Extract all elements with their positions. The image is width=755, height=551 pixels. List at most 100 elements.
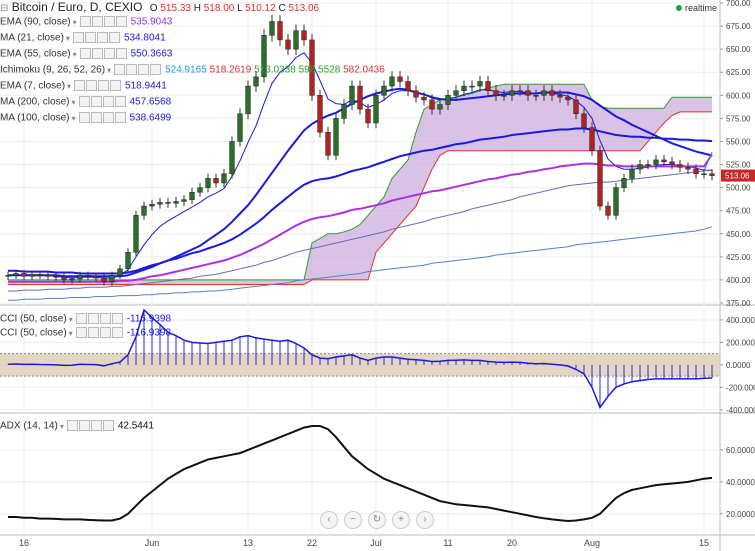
- candle-body: [469, 85, 475, 88]
- settings-icon[interactable]: [86, 80, 98, 91]
- plus-icon[interactable]: [98, 80, 110, 91]
- indicator-legend-row[interactable]: MA (100, close) ▾ 538.6499: [0, 112, 171, 125]
- indicator-name: MA (200, close): [0, 96, 70, 108]
- chevron-down-icon[interactable]: ▾: [107, 65, 112, 75]
- chevron-down-icon[interactable]: ▾: [72, 17, 77, 27]
- settings-icon[interactable]: [78, 420, 90, 431]
- chevron-down-icon[interactable]: ▾: [72, 49, 77, 59]
- zoom-out-icon[interactable]: ‹: [320, 511, 338, 529]
- candle-body: [357, 85, 363, 110]
- indicator-controls: [78, 96, 127, 108]
- adx-line: [8, 425, 713, 523]
- candle-body: [93, 275, 99, 279]
- price-tag-bg: [721, 169, 755, 182]
- plus-icon[interactable]: +: [392, 511, 410, 529]
- plus-icon[interactable]: [99, 313, 111, 324]
- close-icon[interactable]: [111, 313, 123, 324]
- indicator-legend-row[interactable]: EMA (55, close) ▾ 550.3663: [0, 48, 172, 61]
- chevron-down-icon[interactable]: ▾: [71, 97, 76, 107]
- eye-icon[interactable]: [79, 48, 91, 59]
- indicator-legend-row[interactable]: EMA (90, close) ▾ 535.9043: [0, 16, 172, 29]
- plus-icon[interactable]: [138, 64, 150, 75]
- chevron-down-icon[interactable]: ▾: [59, 421, 64, 431]
- indicator-value: -116.9398: [126, 327, 171, 339]
- close-icon[interactable]: [110, 80, 122, 91]
- close-icon[interactable]: [114, 96, 126, 107]
- indicator-legend-row[interactable]: EMA (7, close) ▾ 518.9441: [0, 80, 167, 93]
- realtime-indicator: realtime: [675, 3, 717, 13]
- indicator-legend-row[interactable]: MA (21, close) ▾ 534.8041: [0, 32, 166, 45]
- close-icon[interactable]: [111, 327, 123, 338]
- y-tick-label: 400.00: [726, 276, 751, 285]
- candle-body: [645, 164, 651, 166]
- candle-body: [589, 127, 595, 151]
- settings-icon[interactable]: [91, 16, 103, 27]
- close-icon[interactable]: [114, 112, 126, 123]
- indicator-value: 457.6568: [129, 96, 172, 108]
- indicator-extra-value: 582.0436: [340, 64, 385, 76]
- indicator-name: MA (100, close): [0, 112, 70, 124]
- indicator-legend-row[interactable]: Ichimoku (9, 26, 52, 26) ▾ 524.9165 518.26…: [0, 64, 385, 77]
- indicator-legend-row[interactable]: ADX (14, 14) ▾ 42.5441: [0, 420, 154, 433]
- candle-body: [709, 173, 715, 176]
- collapse-icon[interactable]: ⊟: [0, 3, 9, 14]
- chevron-down-icon[interactable]: ▾: [67, 81, 72, 91]
- eye-icon[interactable]: [72, 32, 84, 43]
- eye-icon[interactable]: [75, 313, 87, 324]
- eye-icon[interactable]: [74, 80, 86, 91]
- candle-body: [341, 104, 347, 119]
- plus-icon[interactable]: [103, 48, 115, 59]
- eye-icon[interactable]: [78, 112, 90, 123]
- eye-icon[interactable]: [114, 64, 126, 75]
- chevron-down-icon[interactable]: ▾: [71, 113, 76, 123]
- o-value: 515.33: [160, 3, 191, 14]
- close-icon[interactable]: [115, 16, 127, 27]
- indicator-value: 534.8041: [123, 32, 166, 44]
- candle-body: [85, 275, 91, 277]
- candle-body: [533, 95, 539, 97]
- close-icon[interactable]: [115, 48, 127, 59]
- indicator-controls: [66, 420, 115, 432]
- chevron-down-icon[interactable]: ▾: [65, 33, 70, 43]
- candle-body: [581, 113, 587, 128]
- eye-icon[interactable]: [66, 420, 78, 431]
- candle-body: [301, 30, 307, 41]
- close-icon[interactable]: [150, 64, 162, 75]
- settings-icon[interactable]: [87, 313, 99, 324]
- settings-icon[interactable]: [84, 32, 96, 43]
- settings-icon[interactable]: [126, 64, 138, 75]
- reset-icon[interactable]: ↻: [368, 511, 386, 529]
- candle-body: [381, 85, 387, 96]
- forward-icon[interactable]: ›: [416, 511, 434, 529]
- eye-icon[interactable]: [79, 16, 91, 27]
- plus-icon[interactable]: [90, 420, 102, 431]
- candle-body: [461, 85, 467, 91]
- settings-icon[interactable]: [90, 112, 102, 123]
- candle-body: [501, 95, 507, 97]
- settings-icon[interactable]: [91, 48, 103, 59]
- close-icon[interactable]: [108, 32, 120, 43]
- candle-body: [549, 90, 555, 96]
- candle-body: [421, 96, 427, 101]
- zoom-in-icon[interactable]: −: [344, 511, 362, 529]
- plus-icon[interactable]: [103, 16, 115, 27]
- plus-icon[interactable]: [102, 112, 114, 123]
- settings-icon[interactable]: [87, 327, 99, 338]
- chevron-down-icon[interactable]: ▾: [68, 328, 73, 338]
- indicator-legend-row[interactable]: MA (200, close) ▾ 457.6568: [0, 96, 171, 109]
- plus-icon[interactable]: [99, 327, 111, 338]
- indicator-legend-row[interactable]: CCI (50, close) ▾ -116.9398: [0, 327, 171, 340]
- y-tick-label: 425.00: [726, 253, 751, 262]
- chevron-down-icon[interactable]: ▾: [68, 314, 73, 324]
- indicator-legend-row[interactable]: CCI (50, close) ▾ -116.9398: [0, 313, 171, 326]
- candle-body: [325, 131, 331, 156]
- x-tick-label: 22: [307, 538, 317, 548]
- eye-icon[interactable]: [78, 96, 90, 107]
- candle-body: [261, 35, 267, 78]
- settings-icon[interactable]: [90, 96, 102, 107]
- close-icon[interactable]: [102, 420, 114, 431]
- plus-icon[interactable]: [96, 32, 108, 43]
- h-value: 518.00: [203, 3, 235, 14]
- eye-icon[interactable]: [75, 327, 87, 338]
- plus-icon[interactable]: [102, 96, 114, 107]
